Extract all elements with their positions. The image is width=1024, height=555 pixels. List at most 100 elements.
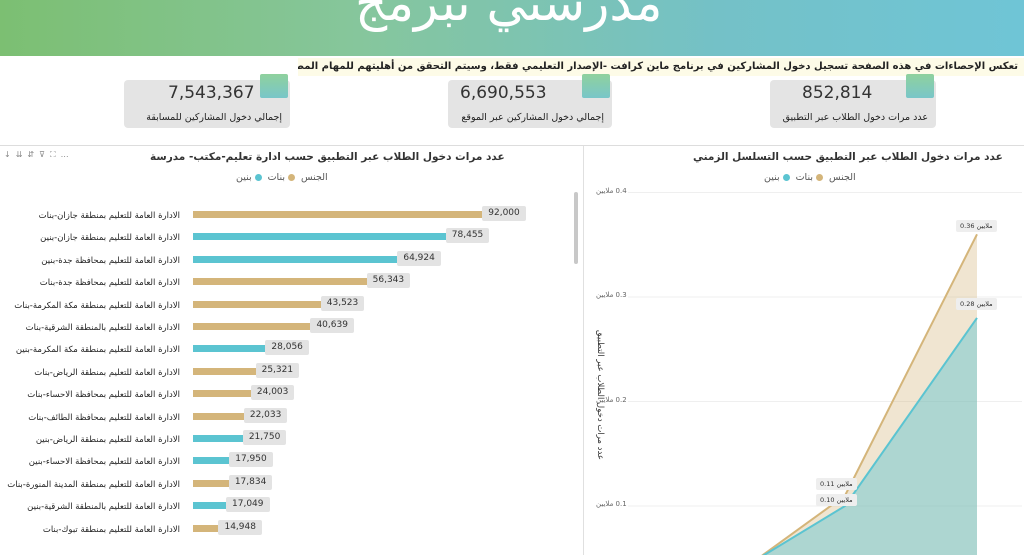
focus-icon[interactable]: ⛶ — [49, 150, 56, 159]
bar-category-label: الادارة العامة للتعليم بمحافظة الطائف-بن… — [28, 412, 180, 423]
bar-value-label: 64,924 — [397, 250, 441, 266]
visual-toolbar: ↓ ⇊ ⇵ ⊽ ⛶ … — [4, 150, 69, 160]
kpi-label: إجمالي دخول المشاركين للمسابقة — [146, 112, 282, 123]
kpi-label: إجمالي دخول المشاركين عبر الموقع — [461, 112, 604, 123]
filter-icon[interactable]: ⊽ — [39, 150, 45, 159]
legend-title: الجنس — [828, 172, 856, 183]
bar-value-label: 17,834 — [228, 474, 273, 490]
bar[interactable] — [193, 367, 284, 375]
bar-category-label: الادارة العامة للتعليم بمحافظة الاحساء-ب… — [27, 390, 180, 401]
legend-item-boys[interactable]: بنين — [764, 172, 790, 183]
bar-value-label: 78,455 — [445, 228, 490, 244]
y-tick-label: 0.4 ملايين — [596, 187, 627, 195]
legend-title: الجنس — [300, 172, 328, 183]
bar[interactable] — [193, 345, 294, 353]
bar[interactable] — [193, 300, 349, 308]
bar-row[interactable]: الادارة العامة للتعليم بمحافظة الاحساء-ب… — [0, 385, 580, 407]
data-label: 0.10 ملايين — [816, 494, 857, 506]
kpi-card-app-logins: 852,814 عدد مرات دخول الطلاب عبر التطبيق — [770, 74, 936, 128]
left-chart-legend: الجنس بنات بنين — [236, 172, 328, 183]
bar[interactable] — [193, 278, 395, 286]
bar-row[interactable]: الادارة العامة للتعليم بالمنطقة الشرقية-… — [0, 318, 580, 340]
bar-row[interactable]: الادارة العامة للتعليم بمحافظة جدة-بنين 6… — [0, 250, 580, 273]
right-chart-legend: الجنس بنات بنين — [764, 172, 856, 183]
bar-row[interactable]: الادارة العامة للتعليم بمنطقة الرياض-بنا… — [0, 362, 580, 385]
bar-row[interactable]: الادارة العامة للتعليم بمنطقة جازان-بنين… — [0, 228, 580, 250]
legend-item-girls[interactable]: بنات — [796, 172, 823, 183]
bar-row[interactable]: الادارة العامة للتعليم بمحافظة الطائف-بن… — [0, 407, 580, 430]
bar[interactable] — [193, 412, 272, 420]
more-icon[interactable]: … — [60, 150, 69, 159]
bar-value-label: 92,000 — [482, 206, 526, 221]
y-axis-label: عدد مرات دخول الطلاب عبر التطبيق — [595, 329, 605, 460]
legend-dot-icon — [782, 174, 790, 181]
bar[interactable] — [193, 390, 279, 398]
right-chart-title: عدد مرات دخول الطلاب عبر التطبيق حسب الت… — [693, 151, 1003, 163]
bar-value-label: 43,523 — [320, 295, 365, 311]
bar-value-label: 14,948 — [218, 519, 262, 535]
data-label: 0.28 ملايين — [956, 298, 997, 310]
hierarchy-icon[interactable]: ⇵ — [27, 150, 35, 159]
bar[interactable] — [193, 479, 257, 487]
bar[interactable] — [193, 457, 258, 465]
arrow-down-icon[interactable]: ↓ — [4, 150, 11, 159]
bar-row[interactable]: الادارة العامة للتعليم بمحافظة الاحساء-ب… — [0, 452, 580, 474]
banner-title: مدرستي تبرمج — [355, 0, 663, 32]
bar-value-label: 17,950 — [229, 452, 273, 468]
bar-value-label: 28,056 — [265, 340, 309, 356]
kpi-accent-icon — [260, 74, 288, 98]
left-chart-title: عدد مرات دخول الطلاب عبر التطبيق حسب ادا… — [150, 151, 505, 163]
y-tick-label: 0.3 ملايين — [596, 291, 627, 299]
section-divider — [0, 145, 1024, 146]
y-tick-label: 0.2 ملايين — [596, 396, 627, 404]
legend-item-boys[interactable]: بنين — [236, 172, 262, 183]
bar-row[interactable]: الادارة العامة للتعليم بمنطقة المدينة ال… — [0, 474, 580, 497]
bar-row[interactable]: الادارة العامة للتعليم بمحافظة جدة-بنات 5… — [0, 273, 580, 295]
kpi-label: عدد مرات دخول الطلاب عبر التطبيق — [782, 112, 928, 123]
series-line — [761, 233, 978, 555]
bar-row[interactable]: الادارة العامة للتعليم بمنطقة مكة المكرم… — [0, 295, 580, 318]
bar-category-label: الادارة العامة للتعليم بالمنطقة الشرقية-… — [25, 323, 180, 333]
bar-row[interactable]: الادارة العامة للتعليم بمنطقة مكة المكرم… — [0, 340, 580, 362]
chart-scrollbar[interactable] — [574, 192, 578, 264]
legend-dot-icon — [815, 174, 823, 181]
bar-category-label: الادارة العامة للتعليم بمنطقة مكة المكرم… — [15, 345, 180, 356]
bar-value-label: 21,750 — [242, 430, 287, 445]
bar[interactable] — [193, 435, 271, 442]
bar-category-label: الادارة العامة للتعليم بمنطقة الرياض-بني… — [35, 435, 180, 445]
bar-category-label: الادارة العامة للتعليم بمنطقة جازان-بنات — [38, 211, 180, 221]
bar-category-label: الادارة العامة للتعليم بالمنطقة الشرقية-… — [27, 502, 180, 513]
legend-dot-icon — [254, 174, 262, 181]
bar[interactable] — [193, 233, 474, 241]
bar-value-label: 56,343 — [366, 273, 411, 289]
bar-value-label: 24,003 — [250, 385, 295, 401]
data-label: 0.11 ملايين — [816, 478, 857, 490]
bar-row[interactable]: الادارة العامة للتعليم بالمنطقة الشرقية-… — [0, 497, 580, 519]
kpi-accent-icon — [906, 74, 934, 98]
bar-value-label: 40,639 — [310, 318, 354, 333]
bar-row[interactable]: الادارة العامة للتعليم بمنطقة الرياض-بني… — [0, 430, 580, 452]
data-label: 0.36 ملايين — [956, 220, 997, 232]
bar-category-label: الادارة العامة للتعليم بمحافظة الاحساء-ب… — [28, 457, 180, 468]
area-series-girls[interactable] — [756, 234, 977, 555]
bar[interactable] — [193, 502, 255, 510]
bar-category-label: الادارة العامة للتعليم بمنطقة جازان-بنين — [40, 233, 180, 244]
series-line — [762, 317, 978, 555]
bar[interactable] — [193, 255, 426, 263]
bar[interactable] — [193, 211, 523, 218]
bar-row[interactable]: الادارة العامة للتعليم بمنطقة جازان-بنات… — [0, 206, 580, 228]
bar-row[interactable]: الادارة العامة للتعليم بمنطقة تبوك-بنات 1… — [0, 519, 580, 542]
kpi-card-website-logins: 6,690,553 إجمالي دخول المشاركين عبر المو… — [448, 74, 612, 128]
area-series-boys[interactable] — [756, 317, 977, 555]
bar-category-label: الادارة العامة للتعليم بمنطقة الرياض-بنا… — [34, 367, 180, 378]
header-banner: مدرستي تبرمج — [0, 0, 1024, 56]
bar-value-label: 22,033 — [243, 407, 288, 423]
bar-category-label: الادارة العامة للتعليم بمنطقة تبوك-بنات — [42, 524, 180, 535]
notice-text: تعكس الإحصاءات في هذه الصفحة تسجيل دخول … — [298, 58, 1024, 76]
kpi-value: 852,814 — [802, 83, 873, 103]
double-arrow-down-icon[interactable]: ⇊ — [15, 150, 23, 159]
legend-item-girls[interactable]: بنات — [268, 172, 295, 183]
kpi-accent-icon — [582, 74, 610, 98]
bar[interactable] — [193, 323, 339, 330]
